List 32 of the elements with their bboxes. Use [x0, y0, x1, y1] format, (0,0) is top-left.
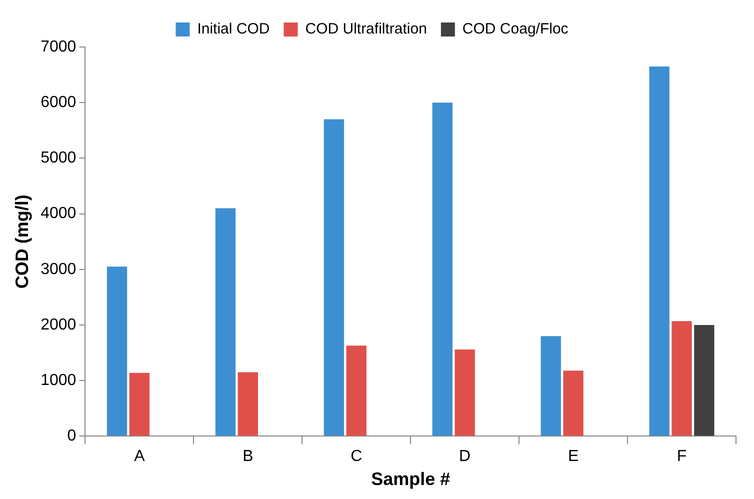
x-axis-title: Sample #	[371, 469, 450, 490]
legend-label: Initial COD	[197, 20, 270, 38]
bar	[694, 325, 714, 436]
legend-label: COD Coag/Floc	[462, 20, 569, 38]
bar	[432, 102, 452, 436]
x-tick-label: F	[676, 448, 687, 466]
bar	[672, 321, 692, 436]
y-tick-label: 2000	[40, 316, 76, 334]
y-tick-label: 0	[67, 428, 76, 445]
x-tick-label: C	[350, 448, 362, 466]
x-tick-label: D	[459, 448, 471, 466]
bar	[129, 372, 150, 436]
bar	[563, 370, 584, 436]
bar	[324, 119, 344, 436]
y-tick-label: 7000	[40, 38, 76, 56]
x-tick-label: A	[134, 448, 146, 466]
bar	[215, 208, 236, 436]
y-tick-label: 5000	[40, 150, 76, 167]
bar	[649, 66, 670, 436]
bar	[238, 372, 258, 436]
bar	[454, 349, 475, 436]
y-tick-label: 3000	[40, 260, 76, 278]
bar	[540, 336, 561, 436]
legend-label: COD Ultrafiltration	[305, 20, 427, 38]
y-tick-label: 1000	[40, 372, 76, 390]
x-tick-label: B	[242, 448, 254, 466]
bar	[106, 266, 128, 436]
y-axis-title: COD (mg/l)	[12, 194, 32, 289]
y-tick-label: 4000	[40, 205, 76, 222]
x-tick-label: E	[568, 448, 579, 466]
y-tick-label: 6000	[40, 94, 76, 112]
bar	[346, 346, 366, 436]
